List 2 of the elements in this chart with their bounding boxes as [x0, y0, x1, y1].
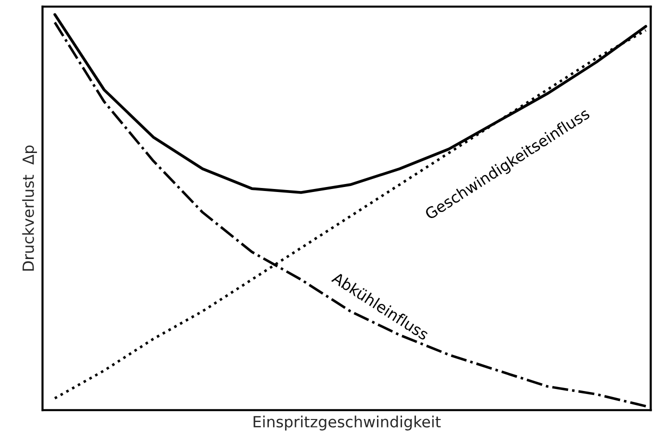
- x-axis-title: Einspritzgeschwindigkeit: [254, 416, 441, 430]
- y-axis-title: Druckverlust Δp: [22, 145, 37, 271]
